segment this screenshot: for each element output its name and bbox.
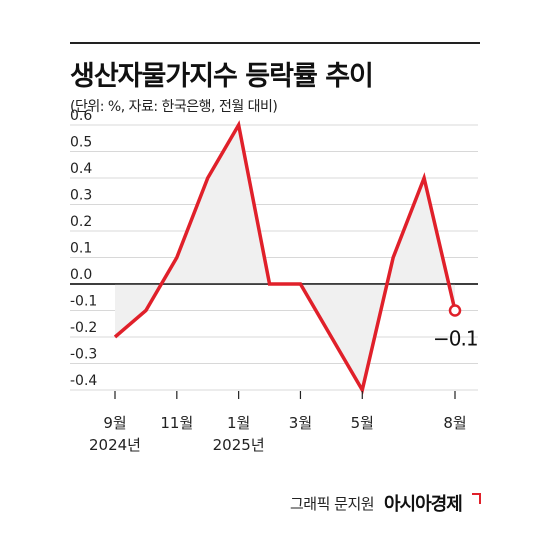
y-tick-label: 0.6 bbox=[70, 108, 92, 124]
x-tick-month: 9월 bbox=[103, 414, 126, 432]
last-point-marker bbox=[448, 304, 462, 317]
y-tick-label: 0.1 bbox=[70, 241, 92, 257]
x-tick-month: 8월 bbox=[443, 414, 466, 432]
last-value-label: −0.1 bbox=[433, 327, 478, 351]
y-tick-label: -0.4 bbox=[70, 373, 97, 389]
chart-title: 생산자물가지수 등락률 추이 bbox=[70, 61, 374, 92]
chart-subtitle: (단위: %, 자료: 한국은행, 전월 대비) bbox=[70, 99, 278, 115]
y-tick-label: 0.3 bbox=[70, 188, 92, 204]
x-tick-year: 2024년 bbox=[89, 436, 141, 454]
area-fill bbox=[115, 125, 455, 390]
series-line bbox=[113, 120, 457, 395]
y-tick-label: 0.4 bbox=[70, 161, 92, 177]
top-rule bbox=[70, 42, 480, 44]
y-tick-label: -0.2 bbox=[70, 320, 97, 336]
x-tick-year: 2025년 bbox=[213, 436, 265, 454]
x-tick-month: 3월 bbox=[289, 414, 312, 432]
y-tick-label: 0.5 bbox=[70, 135, 92, 151]
y-tick-label: -0.1 bbox=[70, 294, 97, 310]
brand-mark-icon bbox=[472, 493, 481, 504]
y-tick-label: 0.0 bbox=[70, 267, 92, 283]
y-tick-label: 0.2 bbox=[70, 214, 92, 230]
x-tick-month: 11월 bbox=[160, 414, 193, 432]
x-tick-month: 1월 bbox=[227, 414, 250, 432]
graphic-credit: 그래픽 문지원 bbox=[290, 495, 375, 513]
x-tick-month: 5월 bbox=[351, 414, 374, 432]
y-tick-label: -0.3 bbox=[70, 347, 97, 363]
brand-logo-text: 아시아경제 bbox=[384, 494, 463, 515]
